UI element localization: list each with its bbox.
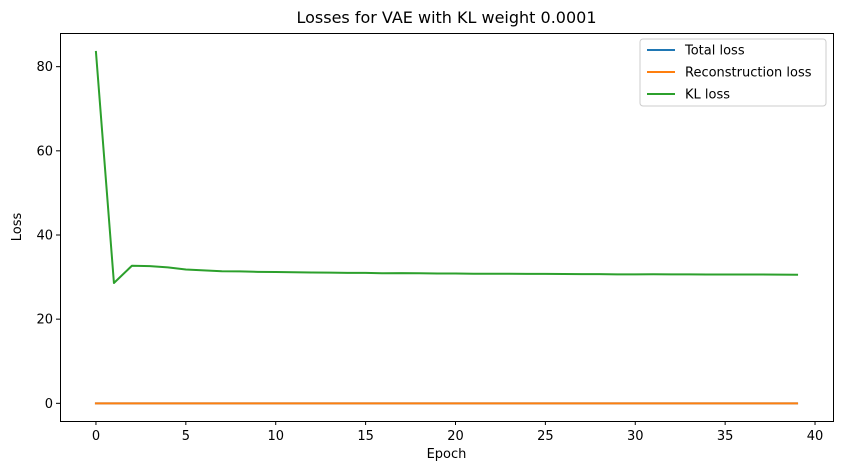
legend: Total loss Reconstruction loss KL loss <box>639 38 827 107</box>
legend-label: Reconstruction loss <box>685 66 812 81</box>
series-lines <box>94 50 799 405</box>
y-axis-label: Loss <box>10 213 25 242</box>
legend-label: Total loss <box>684 44 745 59</box>
plot-frame <box>60 33 834 422</box>
x-tick-label: 40 <box>807 429 824 444</box>
legend-label: KL loss <box>685 88 730 103</box>
x-axis-label: Epoch <box>427 447 467 462</box>
x-tick-label: 20 <box>447 429 464 444</box>
series-line-kl-loss <box>94 50 799 284</box>
x-tick-label: 5 <box>182 429 190 444</box>
x-tick-label: 10 <box>267 429 284 444</box>
x-tick-label: 25 <box>537 429 554 444</box>
y-tick-label: 60 <box>36 144 53 159</box>
x-tick-label: 35 <box>717 429 734 444</box>
y-tick-label: 40 <box>36 228 53 243</box>
y-tick-label: 0 <box>45 397 53 412</box>
x-tick-label: 30 <box>627 429 644 444</box>
legend-box <box>639 38 827 107</box>
y-tick-label: 80 <box>36 60 53 75</box>
x-tick-label: 0 <box>92 429 100 444</box>
x-axis-ticks: 0 5 10 15 20 25 30 35 40 <box>92 421 823 444</box>
x-tick-label: 15 <box>357 429 374 444</box>
y-axis-ticks: 0 20 40 60 80 <box>36 60 60 412</box>
chart-title: Losses for VAE with KL weight 0.0001 <box>296 8 596 27</box>
y-tick-label: 20 <box>36 313 53 328</box>
